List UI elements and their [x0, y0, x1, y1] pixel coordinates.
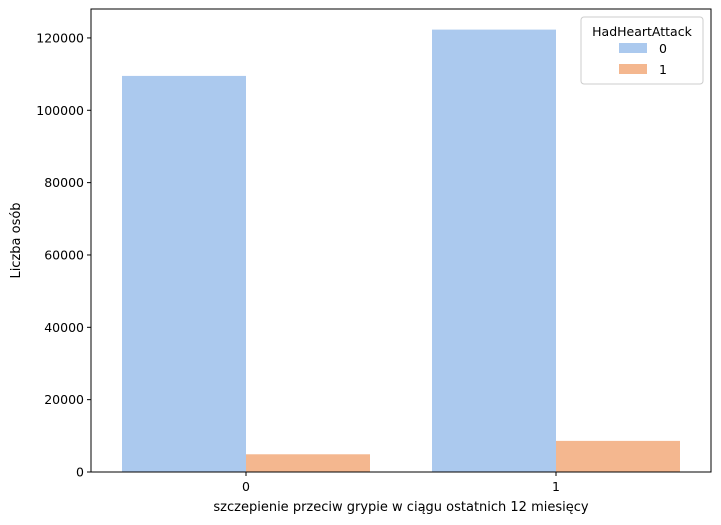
bar-series-1-cat-0 — [246, 454, 370, 472]
legend: HadHeartAttack 0 1 — [580, 16, 704, 85]
y-tick-label: 60000 — [44, 247, 84, 262]
y-tick-label: 20000 — [44, 392, 84, 407]
legend-label-1: 1 — [659, 62, 667, 77]
plot-frame — [90, 8, 712, 473]
x-axis-label: szczepienie przeciw grypie w ciągu ostat… — [213, 500, 588, 515]
legend-swatch-1 — [619, 64, 647, 74]
bar-series-0-cat-0 — [122, 75, 246, 473]
y-tick-label: 120000 — [36, 30, 84, 45]
legend-title: HadHeartAttack — [592, 24, 692, 39]
y-tick-label: 0 — [76, 465, 84, 480]
y-tick-label: 100000 — [36, 103, 84, 118]
x-tick-label: 0 — [242, 479, 250, 494]
x-tick-label: 1 — [552, 479, 560, 494]
bar-series-0-cat-1 — [432, 29, 556, 473]
y-tick-label: 80000 — [44, 175, 84, 190]
legend-swatch-0 — [619, 43, 647, 53]
legend-label-0: 0 — [659, 41, 667, 56]
y-tick-label: 40000 — [44, 320, 84, 335]
bar-series-1-cat-1 — [556, 440, 680, 472]
y-axis-label: Liczba osób — [9, 202, 24, 278]
y-axis: 0 20000 40000 60000 80000 100000 120000 — [36, 30, 91, 480]
bars — [122, 29, 680, 473]
